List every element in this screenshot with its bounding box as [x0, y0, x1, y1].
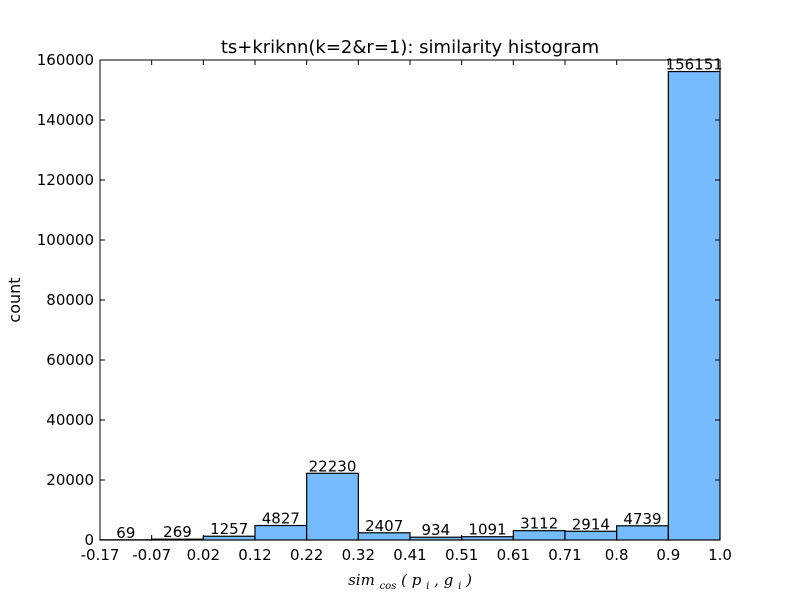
x-axis-label-arg-1-subscript: i	[426, 581, 429, 592]
y-tick-label: 80000	[46, 291, 94, 309]
x-tick-label: 0.8	[605, 546, 629, 564]
y-tick-label: 20000	[46, 471, 94, 489]
bar-value-label: 269	[163, 523, 192, 541]
histogram-bar	[667, 70, 721, 541]
y-tick-label: 140000	[37, 111, 94, 129]
bar-value-label: 156151	[666, 56, 723, 74]
y-tick-label: 60000	[46, 351, 94, 369]
histogram-bar	[616, 525, 669, 541]
bar-value-label: 22230	[309, 457, 357, 475]
x-tick-label: 0.71	[548, 546, 581, 564]
x-axis-label-close-paren: )	[465, 571, 472, 589]
y-tick-label: 40000	[46, 411, 94, 429]
bar-value-label: 4739	[623, 510, 661, 528]
histogram-bar	[254, 524, 308, 541]
x-tick-label: 0.02	[187, 546, 220, 564]
y-tick-label: 160000	[37, 51, 94, 69]
x-tick-label: 0.12	[238, 546, 271, 564]
x-axis-label: sim cos ( p i , g i )	[348, 571, 472, 593]
bar-value-label: 934	[422, 521, 451, 539]
x-tick-label: 1.0	[708, 546, 732, 564]
bar-value-label: 1257	[210, 520, 248, 538]
bar-value-label: 1091	[468, 521, 506, 539]
x-tick-label: 0.41	[393, 546, 426, 564]
x-tick-label: 0.32	[342, 546, 375, 564]
x-axis-label-subscript: cos	[380, 581, 397, 592]
y-axis-label: count	[5, 277, 24, 322]
x-axis-label-base: sim	[348, 571, 375, 589]
bar-value-label: 2914	[572, 515, 610, 533]
y-tick-label: 120000	[37, 171, 94, 189]
bar-value-labels: 69 269 1257 4827 22230 2407 934 1091 3112 2914 473…	[116, 56, 723, 542]
x-axis-label-arg-2-subscript: i	[458, 581, 461, 592]
x-axis-label-arg-2: g	[444, 571, 454, 589]
bar-value-label: 4827	[262, 510, 300, 528]
x-tick-label: -0.07	[132, 546, 171, 564]
bar-value-label: 3112	[520, 515, 558, 533]
y-tick-label: 0	[84, 531, 94, 549]
x-tick-label: 0.51	[445, 546, 478, 564]
x-axis-ticks: -0.17 -0.07 0.02 0.12 0.22 0.32 0.41 0.51 0.61 0.…	[81, 60, 732, 564]
bar-value-label: 2407	[365, 517, 403, 535]
histogram-bar	[306, 472, 359, 541]
bar-value-label: 69	[116, 524, 135, 542]
plot-frame	[99, 59, 721, 541]
y-axis-ticks: 0 20000 40000 60000 80000 100000 120000 140000 1…	[37, 51, 720, 549]
x-tick-label: 0.61	[497, 546, 530, 564]
x-tick-label: 0.22	[290, 546, 323, 564]
chart-title: ts+kriknn(k=2&r=1): similarity histogram	[221, 37, 599, 58]
x-axis-label-open-paren: (	[401, 571, 408, 589]
x-axis-label-arg-1: p	[412, 571, 422, 589]
y-tick-label: 100000	[37, 231, 94, 249]
x-axis-label-comma: ,	[434, 571, 444, 589]
x-tick-label: -0.17	[81, 546, 120, 564]
x-tick-label: 0.9	[656, 546, 680, 564]
